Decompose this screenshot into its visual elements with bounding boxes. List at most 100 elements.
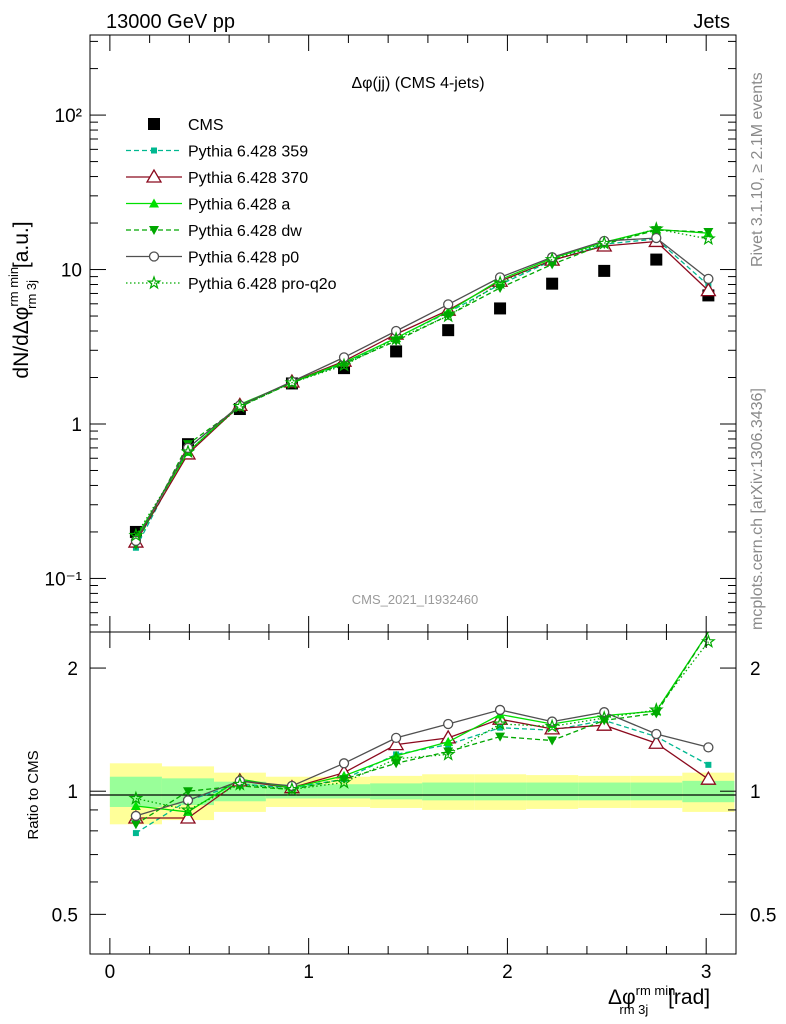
data-point — [494, 302, 507, 315]
ratio-point — [497, 724, 504, 731]
header-energy: 13000 GeV pp — [106, 11, 235, 33]
data-point — [544, 251, 560, 266]
uncertainty-band-green — [526, 782, 579, 801]
ratio-point — [494, 704, 506, 716]
data-point — [442, 324, 455, 337]
legend-marker — [151, 147, 157, 154]
main-series-pythia-6-428-a — [130, 224, 714, 542]
header-jets: Jets — [693, 11, 730, 33]
ratio-point — [182, 787, 193, 797]
ratio-point — [130, 820, 141, 830]
ratio-point — [700, 633, 716, 648]
uncertainty-band-green — [317, 784, 371, 799]
ratio-y-tick-label: 1 — [67, 782, 78, 803]
main-series-cms — [129, 253, 715, 538]
ratio-y-axis-label: Ratio to CMS — [25, 750, 42, 839]
uncertainty-band-green — [630, 782, 683, 801]
data-point — [651, 232, 662, 244]
ratio-y-tick-label-right: 0.5 — [750, 905, 776, 926]
ratio-point — [443, 747, 454, 757]
ratio-point — [700, 770, 717, 785]
data-point — [443, 299, 454, 310]
legend-marker — [146, 275, 162, 290]
legend-label: Pythia 6.428 pro-q2o — [188, 276, 337, 293]
series-line — [135, 228, 709, 536]
ratio-panel: 0.5 0.5 1 1 2 2 0 1 2 3 — [52, 631, 776, 983]
mcplots-label: mcplots.cern.ch [arXiv:1306.3436] — [749, 388, 766, 630]
ratio-point — [703, 742, 714, 753]
main-title: Δφ(jj) (CMS 4-jets) — [351, 75, 484, 92]
ratio-y-tick-label: 2 — [67, 659, 78, 680]
data-point — [388, 331, 404, 346]
data-point — [180, 444, 196, 459]
data-point — [492, 274, 508, 290]
ratio-point — [492, 716, 508, 731]
main-series-pythia-6-428-dw — [130, 226, 714, 550]
ratio-point — [390, 732, 402, 744]
ratio-point — [286, 780, 298, 792]
legend-label: Pythia 6.428 p0 — [188, 250, 299, 267]
ratio-point — [443, 718, 454, 730]
ratio-point — [705, 761, 712, 768]
uncertainty-band-green — [422, 782, 475, 801]
data-point — [284, 374, 300, 390]
x-tick-label: 2 — [502, 962, 513, 983]
legend-marker — [148, 118, 160, 130]
ratio-line — [135, 709, 709, 817]
main-y-tick-label: 1 — [71, 415, 82, 436]
ratio-point — [391, 750, 402, 760]
x-tick-label: 3 — [701, 962, 712, 983]
ratio-point — [130, 810, 142, 822]
ratio-point — [130, 801, 141, 811]
data-point — [700, 231, 716, 246]
data-point — [651, 226, 662, 236]
main-frame — [89, 34, 737, 633]
legend: CMS Pythia 6.428 359 Pythia 6.428 370 Pythi… — [126, 117, 337, 293]
uncertainty-band-green — [682, 780, 735, 803]
data-point — [546, 277, 559, 290]
main-panel: 10⁻¹ 1 10 10² Δφ(jj) (CMS 4-jets) CMS_2021_… — [45, 34, 737, 633]
data-point — [390, 345, 403, 358]
data-point — [703, 273, 714, 285]
data-point — [596, 235, 612, 250]
ratio-point — [336, 774, 352, 789]
data-point — [440, 308, 456, 323]
legend-label: Pythia 6.428 370 — [188, 170, 308, 187]
ratio-y-tick-label-right: 2 — [750, 659, 761, 680]
ratio-point — [387, 736, 405, 751]
ratio-point — [388, 750, 404, 766]
ratio-point — [544, 718, 560, 733]
ratio-point — [443, 736, 454, 746]
ratio-point — [547, 736, 558, 746]
legend-label: Pythia 6.428 359 — [188, 144, 308, 161]
data-point — [650, 253, 663, 266]
ratio-series-pythia-6-428-pro-q2o — [128, 633, 716, 817]
ratio-point — [180, 802, 196, 817]
series-line — [135, 229, 709, 546]
ratio-point — [648, 734, 665, 749]
analysis-tag: CMS_2021_I1932460 — [352, 592, 479, 607]
legend-label: Pythia 6.428 a — [188, 197, 290, 214]
main-y-tick-label: 10⁻¹ — [45, 569, 83, 590]
ratio-point — [128, 790, 144, 805]
data-point — [390, 325, 402, 337]
x-tick-label: 0 — [105, 962, 116, 983]
data-point — [648, 221, 664, 236]
main-y-axis-label: dN/dΔφrm min rm 3j [a.u.] — [6, 221, 39, 378]
data-point — [700, 282, 717, 297]
data-point — [598, 264, 611, 277]
uncertainty-band-green — [370, 783, 423, 800]
ratio-point — [338, 758, 350, 769]
ratio-y-tick-label-right: 1 — [750, 782, 761, 803]
x-axis-label: Δφrm min rm 3j [rad] — [608, 983, 710, 1017]
legend-marker — [148, 251, 160, 262]
ratio-y-tick-label: 0.5 — [52, 905, 78, 926]
rivet-label: Rivet 3.1.10, ≥ 2.1M events — [749, 72, 766, 267]
x-tick-label: 1 — [303, 962, 314, 983]
legend-marker — [149, 226, 159, 235]
main-series-pythia-6-428-pro-q2o — [128, 221, 716, 542]
ratio-point — [232, 776, 248, 791]
